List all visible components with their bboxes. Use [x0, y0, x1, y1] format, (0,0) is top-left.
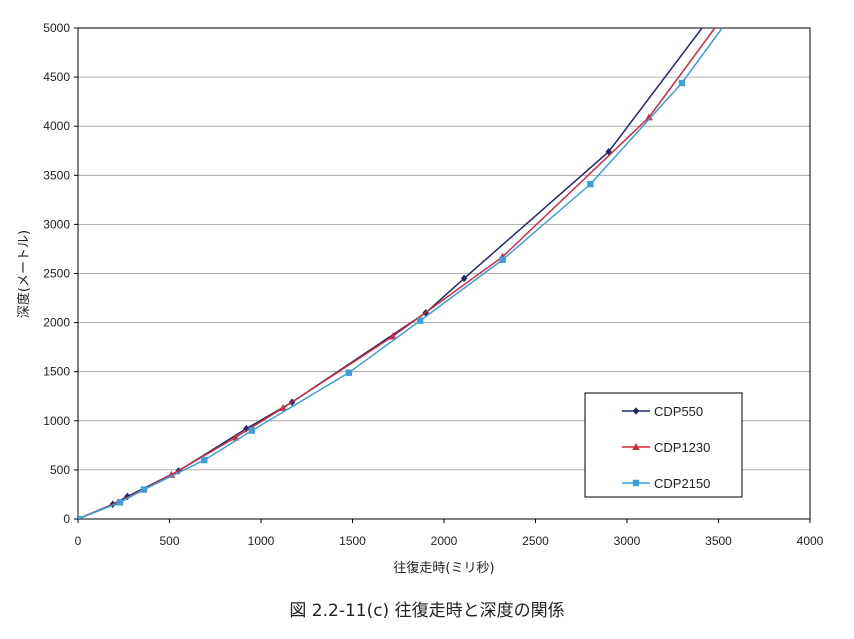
data-point: [417, 317, 424, 324]
y-tick-label: 3000: [43, 217, 70, 231]
x-tick-label: 2500: [522, 534, 549, 548]
x-tick-label: 1000: [248, 534, 275, 548]
y-tick-label: 3500: [43, 168, 70, 182]
chart: 0500100015002000250030003500400045005000…: [16, 21, 824, 576]
y-tick-label: 4000: [43, 119, 70, 133]
axis-ticks: 0500100015002000250030003500400045005000…: [43, 21, 823, 548]
data-point: [460, 274, 468, 283]
legend-label: CDP1230: [654, 440, 710, 455]
legend-label: CDP550: [654, 404, 703, 419]
y-tick-label: 2500: [43, 267, 70, 281]
y-axis-title: 深度(メートル): [16, 230, 32, 318]
data-point: [645, 113, 653, 121]
data-point: [116, 499, 124, 506]
y-tick-label: 1000: [43, 414, 70, 428]
x-tick-label: 2000: [431, 534, 458, 548]
data-point: [78, 515, 82, 519]
legend-marker: [632, 479, 640, 487]
data-point: [167, 470, 176, 478]
x-tick-label: 3500: [705, 534, 732, 548]
figure-caption: 図 2.2-11(c) 往復走時と深度の関係: [289, 601, 565, 621]
data-point: [605, 147, 612, 156]
legend-marker: [632, 443, 640, 450]
series-cdp2150: [78, 28, 723, 519]
legend: CDP550 CDP1230 CDP2150: [584, 392, 743, 498]
legend-marker: [632, 407, 640, 415]
data-point: [345, 369, 353, 376]
data-point: [388, 332, 397, 340]
y-tick-label: 500: [50, 463, 70, 477]
y-tick-label: 4500: [43, 70, 70, 84]
y-tick-label: 2000: [43, 316, 70, 330]
y-tick-label: 0: [63, 512, 70, 526]
data-point: [279, 404, 287, 412]
legend-box: [584, 392, 743, 498]
x-tick-label: 500: [159, 534, 179, 548]
data-point: [678, 79, 686, 87]
data-point: [499, 256, 506, 263]
data-point: [201, 456, 208, 464]
x-tick-label: 3000: [614, 534, 641, 548]
gridlines: [78, 76, 810, 471]
data-point: [587, 180, 594, 188]
data-point: [231, 433, 240, 441]
x-tick-label: 0: [75, 534, 82, 548]
series-layer: [78, 28, 723, 519]
x-axis-title: 往復走時(ミリ秒): [393, 560, 494, 576]
y-tick-label: 1500: [43, 365, 70, 379]
x-tick-label: 4000: [797, 534, 824, 548]
data-point: [248, 427, 256, 434]
data-point: [140, 486, 148, 493]
legend-label: CDP2150: [654, 476, 710, 491]
x-tick-label: 1500: [339, 534, 366, 548]
y-tick-label: 5000: [43, 21, 70, 35]
